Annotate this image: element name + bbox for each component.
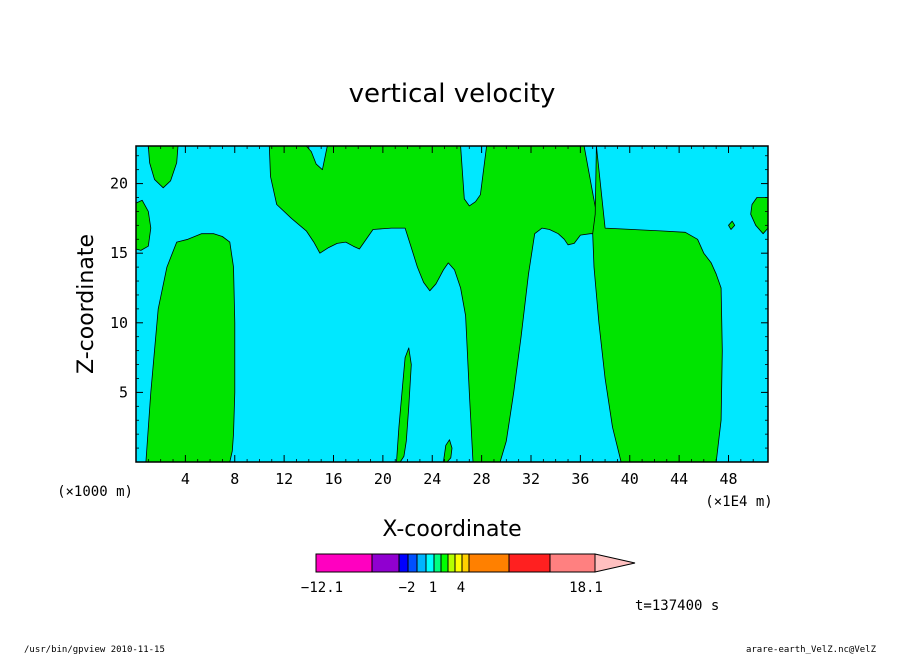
colorbar-segment <box>461 553 470 573</box>
colorbar-segment <box>315 553 373 573</box>
colorbar-tick-label: 18.1 <box>569 580 603 596</box>
x-tick-label: 44 <box>670 470 688 488</box>
x-tick-label: 48 <box>719 470 737 488</box>
colorbar-tick-label: 4 <box>457 580 465 596</box>
y-tick-label: 15 <box>110 244 128 262</box>
y-axis-label: Z-coordinate <box>74 234 99 374</box>
x-tick-label: 20 <box>374 470 392 488</box>
contour-region-lower-left-updraft <box>145 233 236 463</box>
y-tick-label: 5 <box>119 383 128 401</box>
colorbar-labels: −12.1 −2 1 4 18.1 <box>301 580 603 596</box>
x-tick-label: 40 <box>621 470 639 488</box>
colorbar-tick-label: −12.1 <box>301 580 343 596</box>
colorbar-segment <box>425 553 435 573</box>
colorbar-arrow <box>594 553 636 573</box>
colorbar-tick-label: −2 <box>399 580 416 596</box>
x-tick-label: 24 <box>423 470 441 488</box>
colorbar-tick-label: 1 <box>429 580 437 596</box>
x-tick-label: 36 <box>571 470 589 488</box>
colorbar-segment <box>549 553 596 573</box>
contour-region-right-small-dot <box>728 220 736 230</box>
chart-title: vertical velocity <box>349 79 556 109</box>
x-axis-label: X-coordinate <box>382 517 521 542</box>
x-scale-note: (×1000 m) <box>57 484 133 500</box>
colorbar-segment <box>440 553 449 573</box>
x-tick-label: 12 <box>275 470 293 488</box>
contour-region-upper-left-tongue <box>147 145 179 189</box>
plot-frame <box>135 145 769 463</box>
y-tick-label: 10 <box>110 314 128 332</box>
footer-right: arare-earth_VelZ.nc@VelZ <box>746 645 877 654</box>
x-tick-label: 32 <box>522 470 540 488</box>
x-tick-label: 28 <box>473 470 491 488</box>
x-unit-note: (×1E4 m) <box>705 494 772 510</box>
colorbar-segment <box>407 553 418 573</box>
time-label: t=137400 s <box>635 598 719 614</box>
colorbar <box>315 553 636 573</box>
y-tick-label: 20 <box>110 175 128 193</box>
y-axis: 5 10 15 20 <box>110 155 768 449</box>
colorbar-segment <box>508 553 551 573</box>
x-tick-label: 4 <box>181 470 190 488</box>
contour-region-small-central-filament <box>396 347 412 463</box>
colorbar-segment <box>447 553 456 573</box>
colorbar-segment <box>433 553 442 573</box>
colorbar-segment <box>416 553 427 573</box>
colorbar-segment <box>468 553 510 573</box>
x-tick-label: 16 <box>324 470 342 488</box>
colorbar-segment <box>398 553 409 573</box>
colorbar-segment <box>454 553 463 573</box>
footer-left: /usr/bin/gpview 2010-11-15 <box>24 645 165 654</box>
colorbar-segment <box>371 553 400 573</box>
x-tick-label: 8 <box>230 470 239 488</box>
x-axis: 4 8 12 16 20 24 28 32 36 40 44 48 <box>147 146 754 488</box>
contour-region-left-edge-patch <box>135 199 152 251</box>
